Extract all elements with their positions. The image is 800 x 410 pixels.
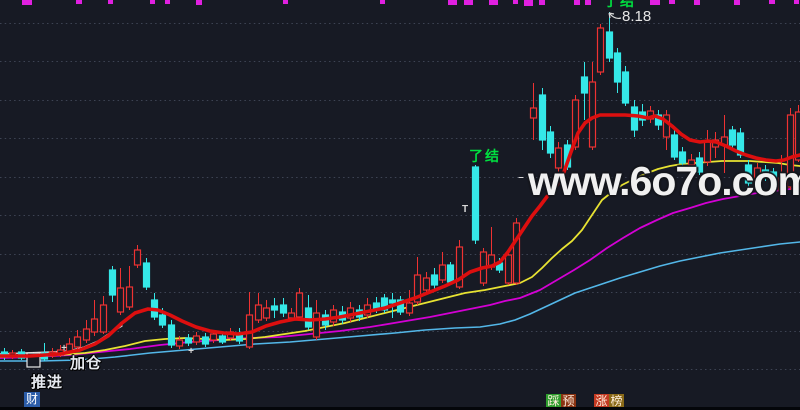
signal-tuijin: 推进	[31, 374, 64, 391]
svg-text:T: T	[462, 204, 468, 215]
tag-zhangbang[interactable]: 涨榜	[594, 394, 624, 408]
watermark: www.6o7o.com	[528, 158, 800, 204]
tag-char: 榜	[609, 394, 624, 408]
tag-caiyu[interactable]: 踩预	[546, 394, 576, 408]
tag-char: 预	[561, 394, 576, 408]
svg-text:+: +	[61, 343, 67, 354]
tag-char: 踩	[546, 394, 561, 408]
bottom-strip	[0, 407, 800, 410]
tab-finance[interactable]: 财	[24, 392, 41, 407]
svg-text:–: –	[518, 172, 524, 183]
signal-liaojie: 了结	[469, 148, 501, 164]
signal-jiacang: 加仓	[70, 355, 103, 372]
signal-liaojie-top: 了结	[604, 0, 636, 9]
tag-char: 涨	[594, 394, 609, 408]
svg-text:+: +	[188, 346, 194, 357]
price-label: 8.18	[622, 8, 652, 25]
